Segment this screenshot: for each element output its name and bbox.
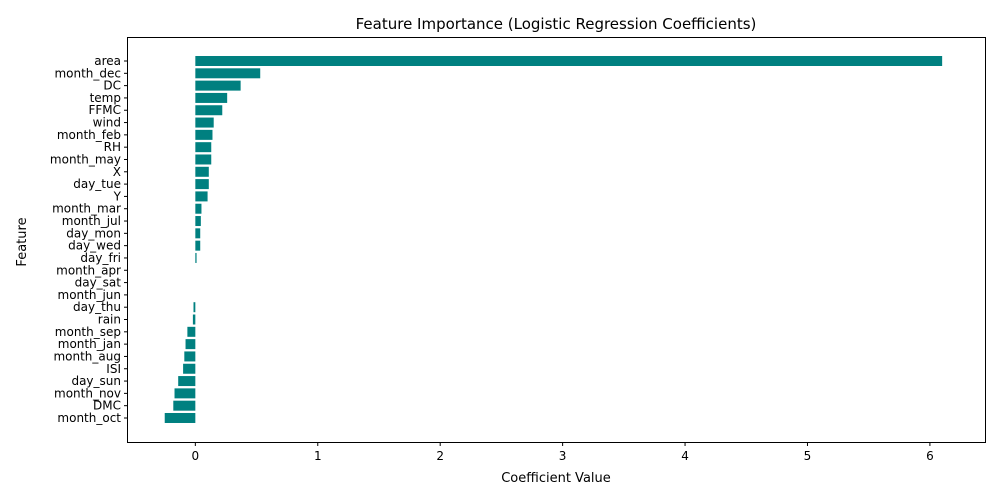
y-tick-label: month_feb — [57, 128, 121, 142]
y-ticks-group: areamonth_decDCtempFFMCwindmonth_febRHmo… — [50, 54, 128, 425]
bar-month_mar — [195, 203, 202, 214]
y-tick-label: month_sep — [55, 325, 121, 339]
bar-month_feb — [195, 129, 213, 140]
y-tick-label: X — [113, 165, 121, 179]
bar-day_fri — [195, 252, 197, 263]
y-tick-label: wind — [93, 116, 121, 130]
bar-rain — [192, 314, 196, 325]
x-tick-label: 4 — [681, 449, 689, 463]
y-tick-label: month_oct — [57, 411, 121, 425]
chart-title: Feature Importance (Logistic Regression … — [356, 15, 757, 33]
bar-temp — [195, 92, 228, 103]
y-tick-label: month_dec — [54, 66, 121, 80]
x-tick-label: 2 — [436, 449, 444, 463]
x-ticks-group: 0 1 2 3 4 5 6 — [192, 442, 934, 463]
bar-DC — [195, 80, 241, 91]
y-tick-label: area — [94, 54, 121, 68]
bar-month_sep — [187, 326, 196, 337]
y-tick-label: day_wed — [68, 239, 121, 253]
y-tick-label: day_tue — [73, 177, 121, 191]
y-tick-label: Y — [113, 189, 122, 203]
bar-day_thu — [193, 302, 196, 313]
bar-DMC — [173, 400, 196, 411]
bar-wind — [195, 117, 214, 128]
y-tick-label: DMC — [93, 399, 121, 413]
x-tick-label: 6 — [926, 449, 934, 463]
bar-day_sun — [178, 376, 196, 387]
x-tick-label: 5 — [804, 449, 812, 463]
bar-Y — [195, 191, 208, 202]
y-tick-label: month_jun — [58, 288, 122, 302]
y-tick-label: day_sun — [71, 374, 121, 388]
bar-month_nov — [174, 388, 196, 399]
y-tick-label: month_aug — [53, 349, 121, 363]
bars-group — [164, 56, 943, 423]
y-tick-label: ISI — [106, 362, 121, 376]
bar-month_dec — [195, 68, 261, 79]
y-tick-label: RH — [104, 140, 121, 154]
y-tick-label: temp — [90, 91, 121, 105]
bar-month_oct — [164, 412, 196, 423]
y-tick-label: FFMC — [88, 103, 121, 117]
bar-month_aug — [184, 351, 196, 362]
y-axis-label: Feature — [15, 217, 30, 266]
y-tick-label: day_fri — [80, 251, 121, 265]
y-tick-label: month_may — [50, 152, 121, 166]
bar-RH — [195, 142, 212, 153]
y-tick-label: month_nov — [54, 386, 121, 400]
y-tick-label: day_thu — [73, 300, 121, 314]
y-tick-label: month_jan — [58, 337, 121, 351]
x-tick-label: 0 — [192, 449, 200, 463]
y-tick-label: day_sat — [75, 276, 122, 290]
bar-month_may — [195, 154, 212, 165]
y-tick-label: month_jul — [62, 214, 121, 228]
bar-area — [195, 56, 943, 66]
y-tick-label: month_mar — [52, 202, 121, 216]
bar-X — [195, 166, 209, 177]
x-tick-label: 3 — [559, 449, 567, 463]
y-tick-label: rain — [98, 313, 121, 327]
bar-day_wed — [195, 240, 201, 251]
bar-FFMC — [195, 105, 223, 116]
bar-month_jan — [185, 339, 196, 350]
bar-ISI — [183, 363, 196, 374]
y-tick-label: day_mon — [66, 226, 121, 240]
x-tick-label: 1 — [314, 449, 322, 463]
bar-month_jul — [195, 216, 201, 227]
bar-day_tue — [195, 179, 209, 190]
y-tick-label: DC — [103, 79, 121, 93]
bar-day_mon — [195, 228, 201, 239]
y-tick-label: month_apr — [56, 263, 121, 277]
x-axis-label: Coefficient Value — [501, 471, 611, 486]
plot-frame — [127, 37, 986, 443]
